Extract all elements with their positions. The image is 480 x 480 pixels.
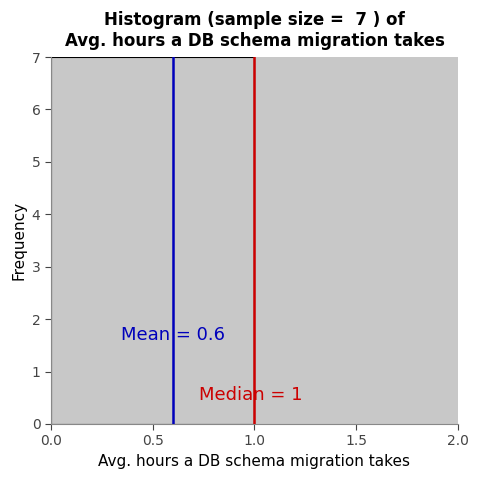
Text: Mean = 0.6: Mean = 0.6: [121, 326, 225, 344]
X-axis label: Avg. hours a DB schema migration takes: Avg. hours a DB schema migration takes: [98, 454, 410, 469]
Title: Histogram (sample size =  7 ) of
Avg. hours a DB schema migration takes: Histogram (sample size = 7 ) of Avg. hou…: [64, 11, 444, 50]
Bar: [51, 57, 254, 424]
Y-axis label: Frequency: Frequency: [11, 201, 26, 280]
Text: Median = 1: Median = 1: [199, 386, 302, 404]
